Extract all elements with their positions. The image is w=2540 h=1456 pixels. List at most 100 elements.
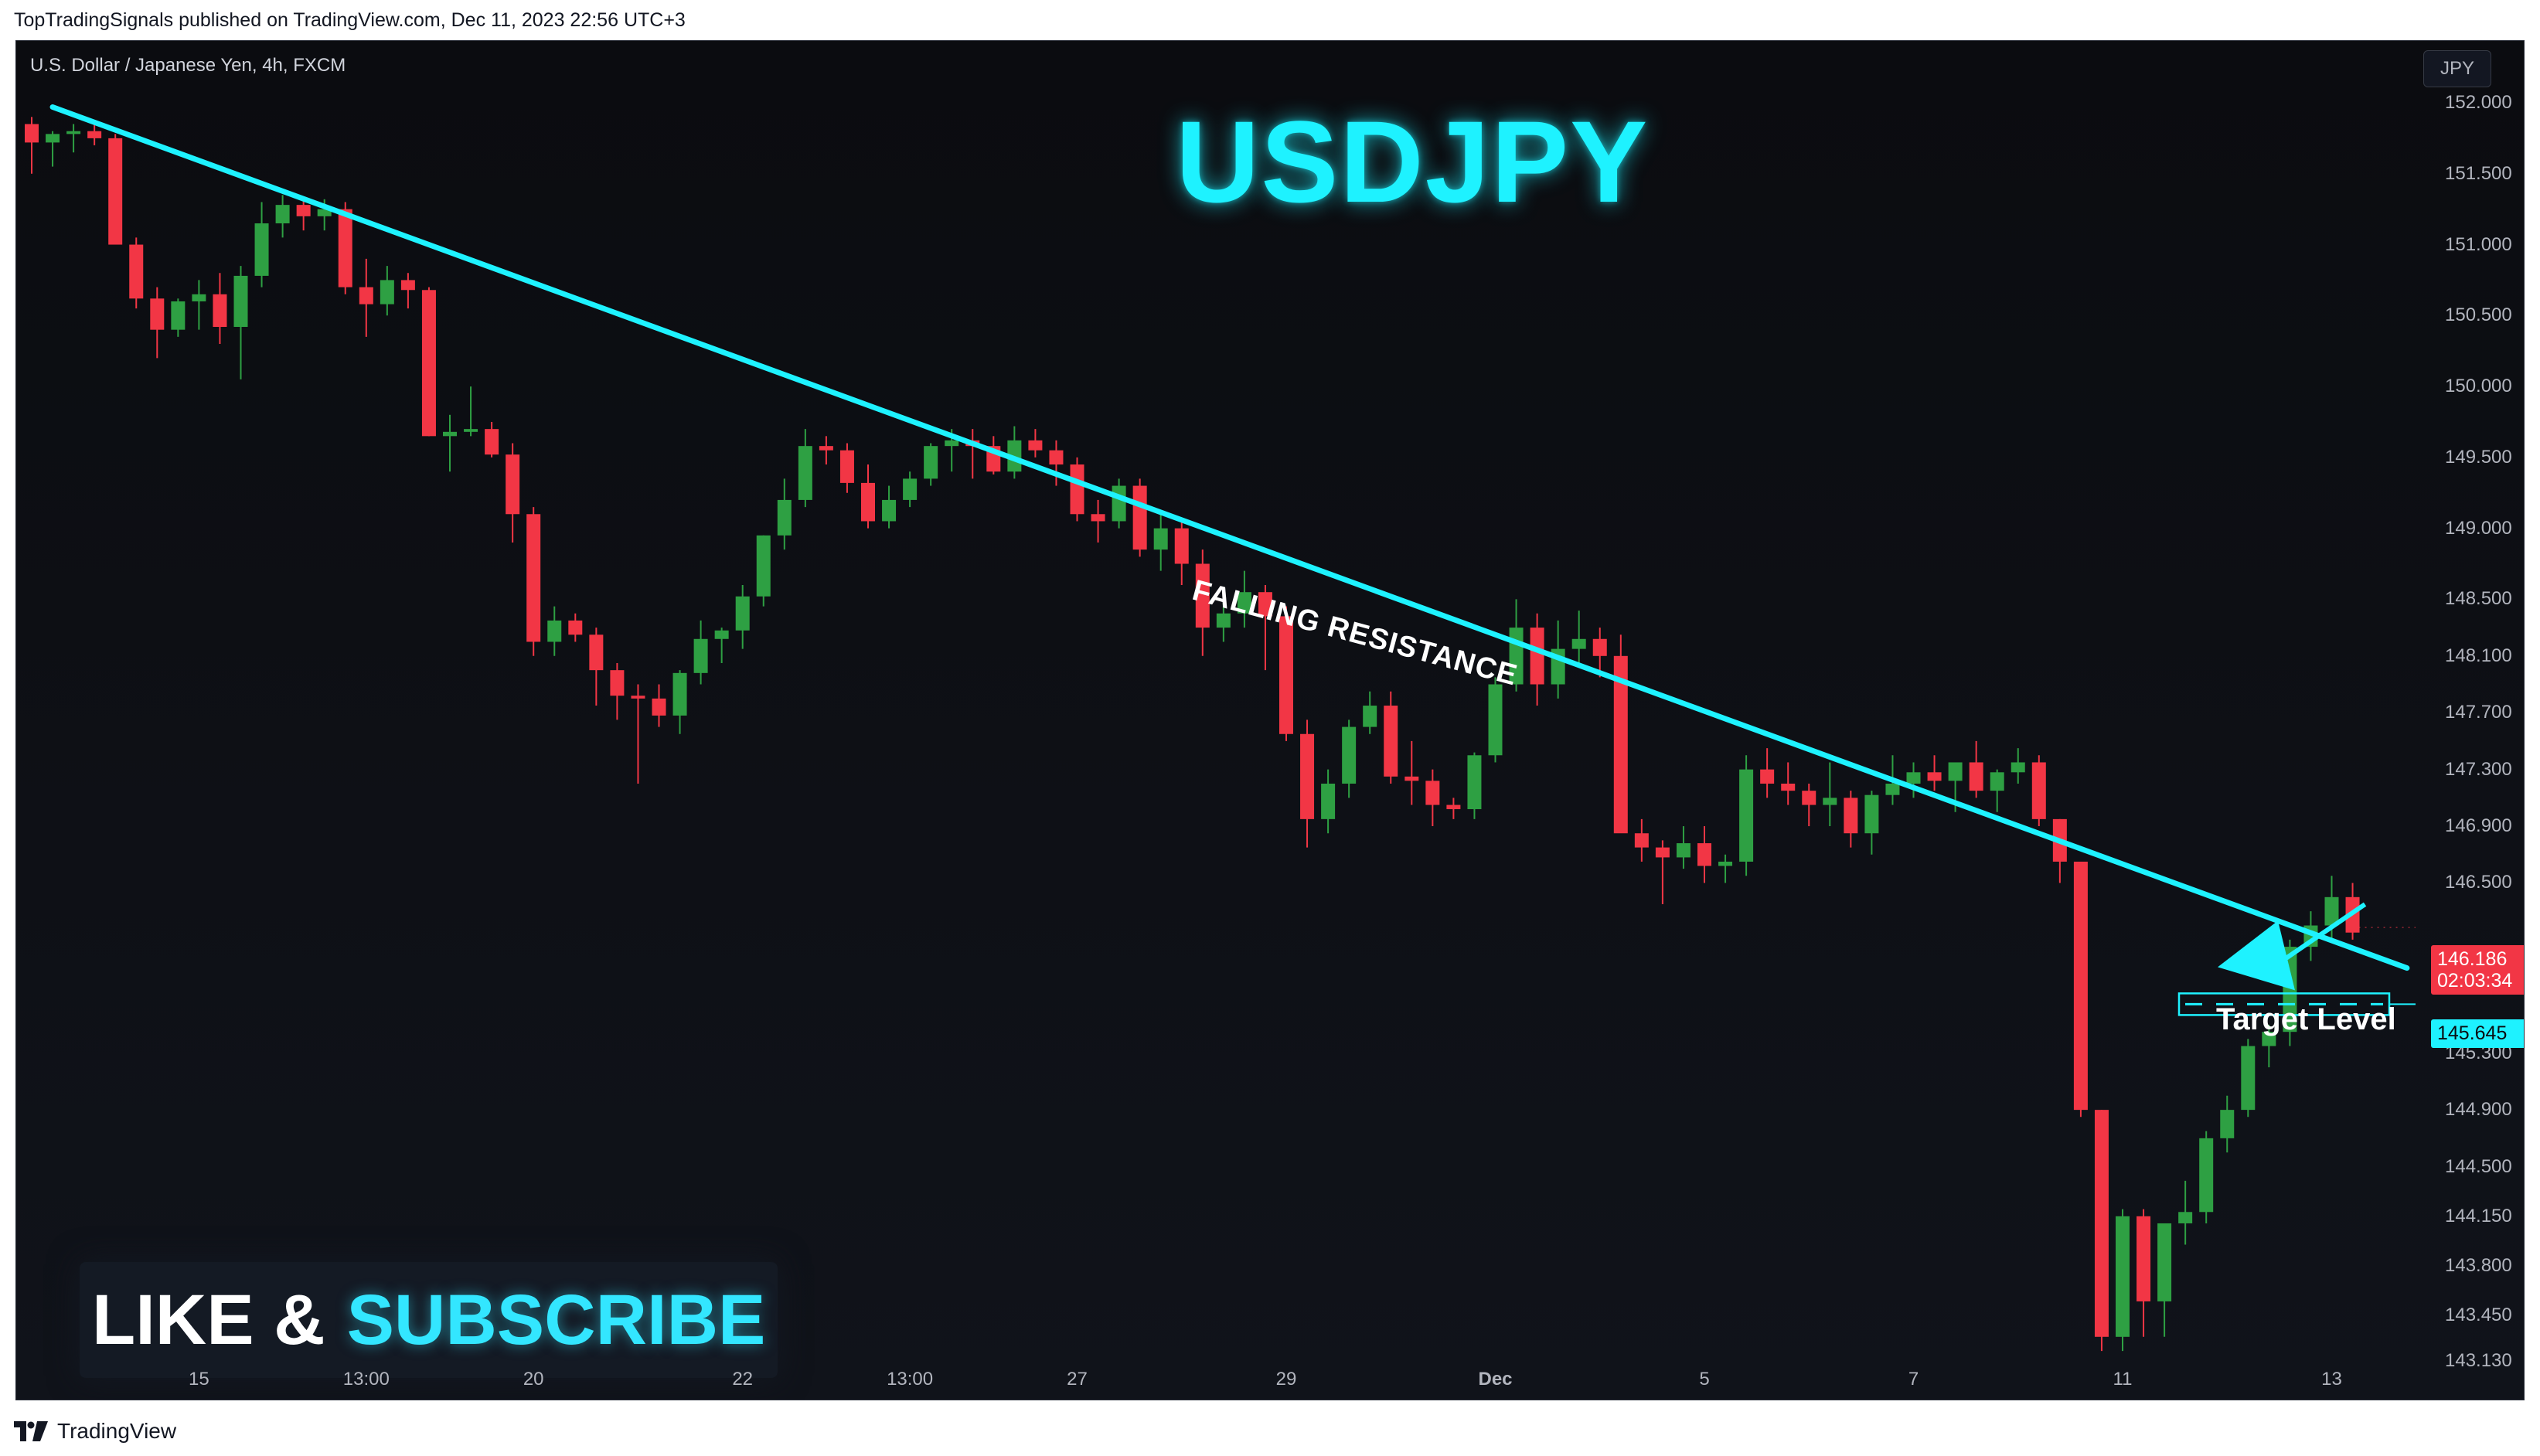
candle-body (1488, 684, 1503, 756)
price-axis-label: 147.300 (2445, 758, 2512, 780)
candle-body (2324, 896, 2339, 926)
candle-body (631, 696, 645, 699)
candle-body (213, 294, 227, 327)
candle (819, 436, 833, 465)
candle-body (798, 446, 812, 500)
price-chart[interactable] (16, 41, 2525, 1400)
candle (1216, 592, 1231, 642)
time-axis-label: 20 (523, 1369, 544, 1390)
candle (2220, 1095, 2235, 1153)
candle-body (2220, 1110, 2235, 1138)
candle-body (2116, 1216, 2130, 1337)
candle-body (526, 514, 541, 642)
candle-body (1760, 769, 1775, 784)
price-axis-label: 150.500 (2445, 304, 2512, 326)
candle (1760, 748, 1775, 798)
falling-resistance-line[interactable] (49, 104, 2410, 971)
candle (1844, 791, 1858, 848)
chart-pane[interactable]: U.S. Dollar / Japanese Yen, 4h, FXCM JPY… (15, 40, 2525, 1400)
candle (150, 287, 165, 359)
candle (1112, 478, 1126, 529)
price-axis-label: 150.000 (2445, 376, 2512, 397)
price-axis-label: 151.500 (2445, 162, 2512, 184)
candle-body (861, 482, 875, 522)
candle-body (819, 446, 833, 451)
candle-body (1028, 440, 1043, 451)
candle (1321, 769, 1336, 834)
candle-body (108, 138, 123, 245)
candle-body (192, 294, 206, 301)
currency-button[interactable]: JPY (2423, 50, 2491, 87)
symbol-title[interactable]: U.S. Dollar / Japanese Yen, 4h, FXCM (30, 55, 346, 76)
candle (861, 464, 875, 529)
candle-body (2262, 1032, 2276, 1046)
candle (108, 134, 123, 245)
candle (672, 670, 687, 734)
candle-body (1467, 755, 1482, 810)
candle-body (2241, 1046, 2256, 1111)
time-axis-label: 15 (189, 1369, 209, 1390)
candle-body (1969, 762, 1983, 791)
candle-body (1781, 783, 1796, 791)
candle-body (1049, 450, 1064, 465)
price-axis-label: 152.000 (2445, 92, 2512, 113)
candle-body (275, 205, 290, 224)
candle-body (1530, 628, 1544, 685)
target-level-label: Target Level (2216, 1002, 2396, 1036)
candle (1823, 762, 1837, 827)
candle-body (568, 620, 583, 635)
time-axis-label: 27 (1067, 1369, 1088, 1390)
candle (756, 535, 771, 607)
candle (1363, 691, 1377, 734)
candle (2052, 818, 2067, 883)
candle-body (1070, 464, 1084, 515)
candle-body (945, 440, 959, 447)
candle-body (1864, 794, 1879, 834)
candle (1425, 769, 1440, 827)
candle (547, 606, 562, 656)
time-axis-label: 7 (1908, 1369, 1919, 1390)
candle-body (464, 429, 478, 432)
candle (296, 199, 311, 231)
time-axis-label: 29 (1275, 1369, 1297, 1390)
like-text: LIKE & (92, 1280, 325, 1359)
candle (421, 287, 436, 437)
candle (1028, 429, 1043, 458)
candle-body (1718, 861, 1733, 866)
candle (1655, 840, 1670, 905)
candle-body (1739, 769, 1754, 862)
candle (2241, 1039, 2256, 1118)
candles-layer (25, 117, 2360, 1352)
candle-body (1091, 514, 1105, 522)
tradingview-logo[interactable]: TradingView (14, 1419, 176, 1444)
candle-body (1342, 726, 1357, 784)
candle (464, 386, 478, 437)
candle-body (1321, 783, 1336, 819)
candle (1634, 818, 1649, 862)
candle (1132, 478, 1147, 557)
bar-countdown: 02:03:34 (2437, 970, 2513, 992)
candle (380, 266, 394, 316)
time-axis-label: 13:00 (887, 1369, 934, 1390)
price-axis-label: 143.450 (2445, 1305, 2512, 1326)
candle-body (506, 454, 520, 515)
target-price-tag: 145.645 (2431, 1019, 2524, 1048)
like-subscribe-banner: LIKE & SUBSCRIBE (80, 1262, 778, 1378)
candle (1342, 719, 1357, 798)
candle-body (2094, 1110, 2109, 1337)
candle (1070, 457, 1084, 522)
tradingview-icon (14, 1421, 48, 1441)
candle-body (714, 630, 729, 639)
candle (25, 117, 39, 174)
candle-body (1300, 733, 1315, 819)
candle (1258, 585, 1272, 671)
candle (2094, 1110, 2109, 1352)
price-axis-label: 149.000 (2445, 517, 2512, 539)
price-axis-label: 149.500 (2445, 446, 2512, 468)
candle (1279, 606, 1293, 741)
candle (400, 273, 415, 309)
candle (66, 124, 81, 153)
candle-body (1237, 592, 1251, 614)
candle-body (171, 301, 186, 330)
candle-body (380, 280, 394, 304)
